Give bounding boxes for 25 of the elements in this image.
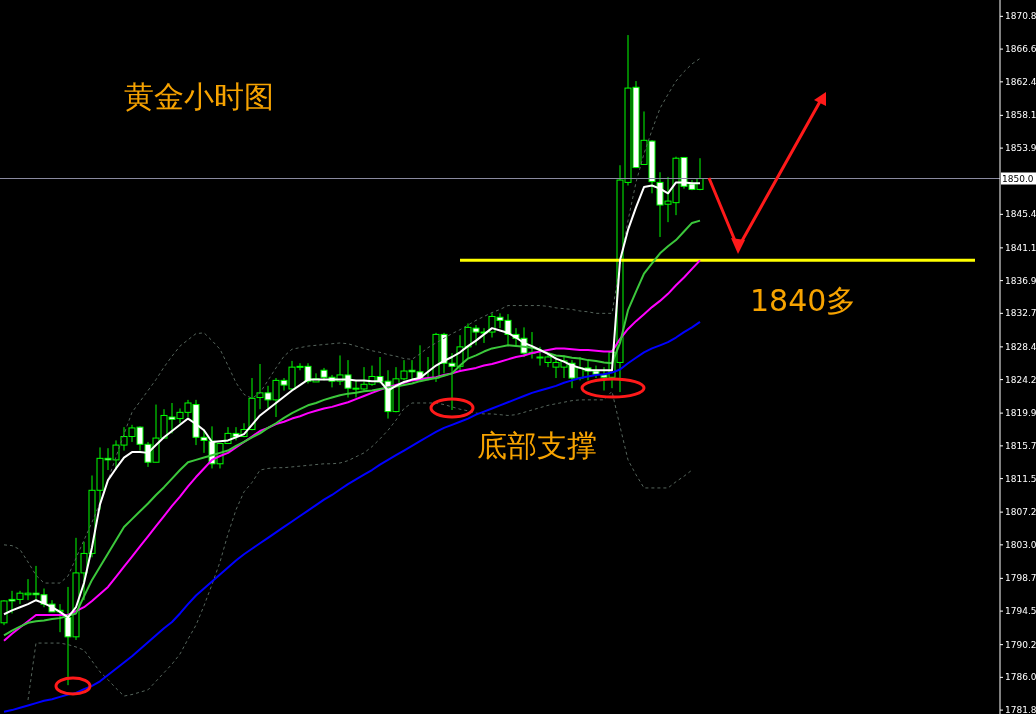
y-tick-label: 1866.6: [1005, 44, 1036, 55]
y-tick-label: 1819.9: [1005, 408, 1036, 419]
y-tick-label: 1828.4: [1005, 341, 1036, 352]
y-tick-label: 1836.9: [1005, 275, 1036, 286]
y-tick-label: 1870.8: [1005, 11, 1036, 22]
y-tick-label: 1790.2: [1005, 639, 1036, 650]
y-tick-label: 1794.5: [1005, 606, 1036, 617]
y-tick-label: 1832.7: [1005, 308, 1036, 319]
y-tick-label: 1811.5: [1005, 473, 1036, 484]
y-tick-label: 1815.7: [1005, 440, 1036, 451]
y-tick-label: 1803.0: [1005, 539, 1036, 550]
y-tick-label: 1824.2: [1005, 374, 1036, 385]
y-tick-label: 1841.1: [1005, 242, 1036, 253]
y-tick-label: 1786.0: [1005, 672, 1036, 683]
y-tick-label: 1845.4: [1005, 209, 1036, 220]
annotation: 1840多: [750, 282, 857, 320]
ref-line-label: 1850.0: [1002, 173, 1034, 184]
y-tick-label: 1798.7: [1005, 573, 1036, 584]
y-tick-label: 1858.1: [1005, 110, 1036, 121]
y-tick-label: 1862.4: [1005, 76, 1036, 87]
annotation: 底部支撑: [477, 427, 597, 465]
y-tick-label: 1807.2: [1005, 507, 1036, 518]
text: 黄金小时图: [124, 78, 274, 116]
y-tick-label: 1781.8: [1005, 705, 1036, 714]
y-tick-label: 1853.9: [1005, 143, 1036, 154]
